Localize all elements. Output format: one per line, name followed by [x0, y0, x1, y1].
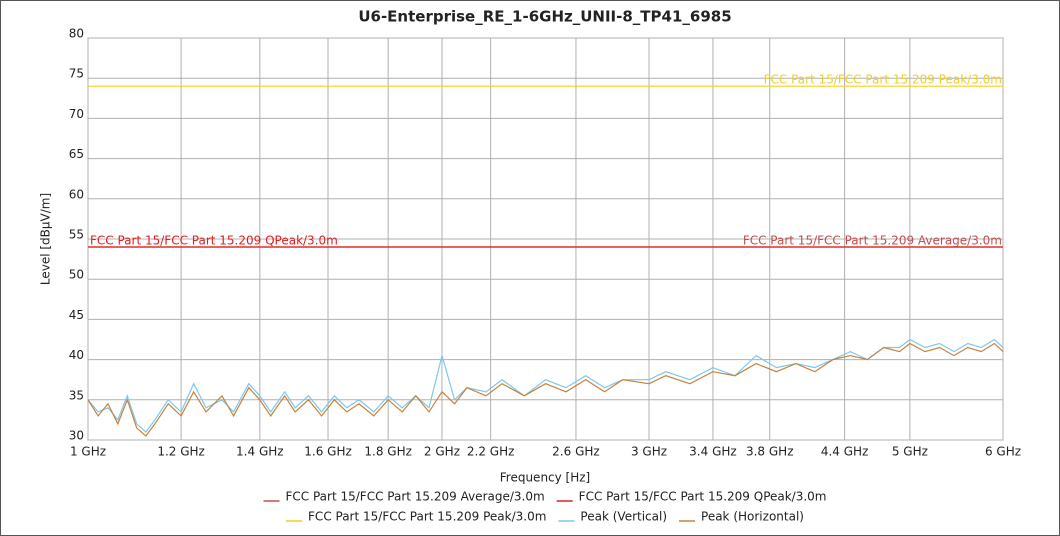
series-line — [87, 342, 1004, 437]
x-tick-label: 3.4 GHz — [689, 445, 737, 459]
y-axis-label: Level [dBµV/m] — [39, 193, 53, 285]
y-tick-label: 40 — [69, 348, 84, 362]
legend-label: FCC Part 15/FCC Part 15.209 QPeak/3.0m — [579, 490, 827, 504]
x-tick-label: 1.6 GHz — [304, 445, 352, 459]
x-tick-label: 1 GHz — [70, 445, 106, 459]
y-tick-label: 30 — [69, 429, 84, 443]
x-tick-label: 1.4 GHz — [236, 445, 284, 459]
legend-label: FCC Part 15/FCC Part 15.209 Average/3.0m — [286, 490, 545, 504]
x-tick-label: 2 GHz — [424, 445, 460, 459]
x-tick-label: 6 GHz — [985, 445, 1021, 459]
y-tick-label: 60 — [69, 187, 84, 201]
limit-label: FCC Part 15/FCC Part 15.209 Average/3.0m — [743, 234, 1002, 248]
y-tick-label: 55 — [69, 228, 84, 242]
legend-label: Peak (Horizontal) — [701, 510, 804, 524]
x-tick-label: 2.6 GHz — [552, 445, 600, 459]
limit-label: FCC Part 15/FCC Part 15.209 Peak/3.0m — [764, 73, 1002, 87]
y-tick-label: 45 — [69, 308, 84, 322]
y-tick-label: 80 — [69, 27, 84, 41]
legend-label: FCC Part 15/FCC Part 15.209 Peak/3.0m — [308, 510, 546, 524]
y-tick-label: 75 — [69, 67, 84, 81]
chart-title: U6-Enterprise_RE_1-6GHz_UNII-8_TP41_6985 — [358, 8, 731, 26]
limit-label: FCC Part 15/FCC Part 15.209 QPeak/3.0m — [90, 234, 338, 248]
y-tick-label: 65 — [69, 147, 84, 161]
x-tick-label: 3 GHz — [631, 445, 667, 459]
x-tick-label: 2.2 GHz — [467, 445, 515, 459]
x-axis-label: Frequency [Hz] — [500, 471, 591, 485]
x-tick-label: 1.8 GHz — [364, 445, 412, 459]
x-tick-label: 5 GHz — [892, 445, 928, 459]
y-tick-label: 50 — [69, 268, 84, 282]
legend-label: Peak (Vertical) — [580, 510, 667, 524]
y-tick-label: 70 — [69, 107, 84, 121]
series-line — [87, 338, 1004, 433]
x-tick-label: 1.2 GHz — [157, 445, 205, 459]
y-tick-label: 35 — [69, 388, 84, 402]
x-tick-label: 4.4 GHz — [821, 445, 869, 459]
x-tick-label: 3.8 GHz — [746, 445, 794, 459]
